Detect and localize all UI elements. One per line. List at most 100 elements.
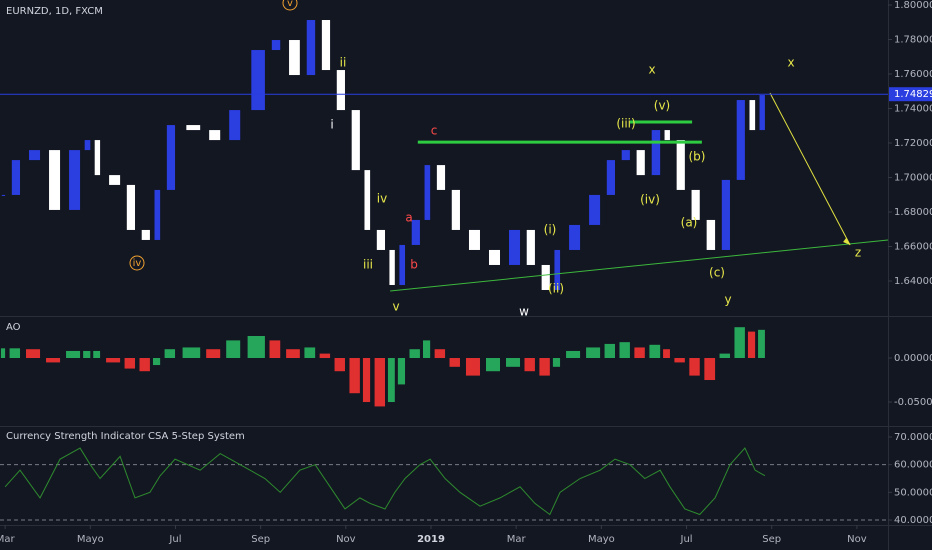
ao-bar [566,350,581,359]
ao-bar [374,358,386,407]
candle [84,140,91,151]
ao-bar [704,358,716,381]
ao-bar [734,327,745,359]
candle [676,140,685,190]
wave-label: x [648,63,655,77]
csi-line [4,447,766,516]
candle [11,160,21,195]
y-tick-label: 1.72000 [894,138,932,149]
wave-label: c [431,124,438,138]
y-tick-label: 1.78000 [894,35,932,46]
ao-bar [26,349,41,359]
y-tick-label: 1.74000 [894,104,932,115]
y-tick-label: 0.00000 [894,353,932,364]
candle [651,130,661,176]
ao-bar [689,358,700,376]
candle [706,219,716,250]
wave-label: (ii) [548,282,564,296]
candle [154,189,161,240]
candle [424,165,431,220]
ao-bar [747,331,756,359]
candle [49,150,61,210]
ao-bar [152,358,161,366]
ao-bar [182,347,201,359]
wave-label: ii [340,56,347,70]
wave-label: v [287,0,293,9]
candle [721,179,730,250]
candle [509,229,521,265]
ao-bar [758,329,765,359]
ao-bar [66,350,81,359]
wave-label: (i) [544,223,557,237]
x-tick-label: Nov [847,534,867,545]
candle [526,229,535,265]
candle [364,170,371,230]
candle [351,110,360,171]
ao-bar [106,358,121,363]
candle [336,70,345,111]
x-tick-label: Nov [336,534,356,545]
y-tick-label: 70.00000 [894,432,932,443]
drawing-line [769,92,851,246]
wave-label: (v) [654,99,670,113]
wave-label: i [330,118,333,132]
candle [468,229,480,250]
y-tick-label: 1.80000 [894,0,932,11]
ao-bar [247,336,265,359]
candle [621,150,630,161]
wave-label: y [724,293,731,307]
x-tick-label: Mar [0,534,15,545]
y-tick-label: 1.68000 [894,207,932,218]
candle [488,249,501,265]
ao-bar [485,358,501,372]
wave-label: (a) [681,216,698,230]
wave-label: x [787,56,794,70]
candle [606,160,615,195]
ao-bar [397,358,406,385]
ao-title: AO [6,322,21,333]
candle [411,219,420,245]
ao-bar [663,349,670,359]
candle [436,165,446,190]
candle [306,20,316,76]
ao-bar [334,358,345,372]
wave-circle [129,255,145,271]
candle [29,150,41,161]
candle [636,150,645,176]
drawing-line [390,239,889,292]
ao-bar [387,358,395,403]
candle [166,125,176,190]
ao-bar [139,358,150,372]
candle [541,264,550,290]
ao-bar [164,349,176,359]
candle [1,194,6,196]
wave-label: iii [363,258,373,272]
ao-bar [506,358,521,367]
arrow-head [843,237,851,245]
ao-bar [539,358,550,376]
symbol-title: EURNZD, 1D, FXCM [6,6,103,17]
ao-bar [423,340,431,359]
ao-bar [349,358,360,394]
wave-label: w [519,305,529,319]
x-tick-label: Sep [762,534,781,545]
ao-bar [124,358,136,369]
candle [229,110,241,141]
y-tick-label: 1.66000 [894,242,932,253]
wave-label: v [392,300,399,314]
x-tick-label: Mar [507,534,527,545]
candle [736,100,745,180]
wave-label: z [855,246,861,260]
wave-label: (iv) [640,193,660,207]
ao-bar [434,349,446,359]
candle [749,100,756,131]
wave-label: (b) [689,150,706,164]
ao-bar [449,358,460,367]
y-tick-label: -0.05000 [894,397,932,408]
candle [691,189,700,220]
x-tick-label: Jul [168,534,181,545]
candle [94,140,101,176]
